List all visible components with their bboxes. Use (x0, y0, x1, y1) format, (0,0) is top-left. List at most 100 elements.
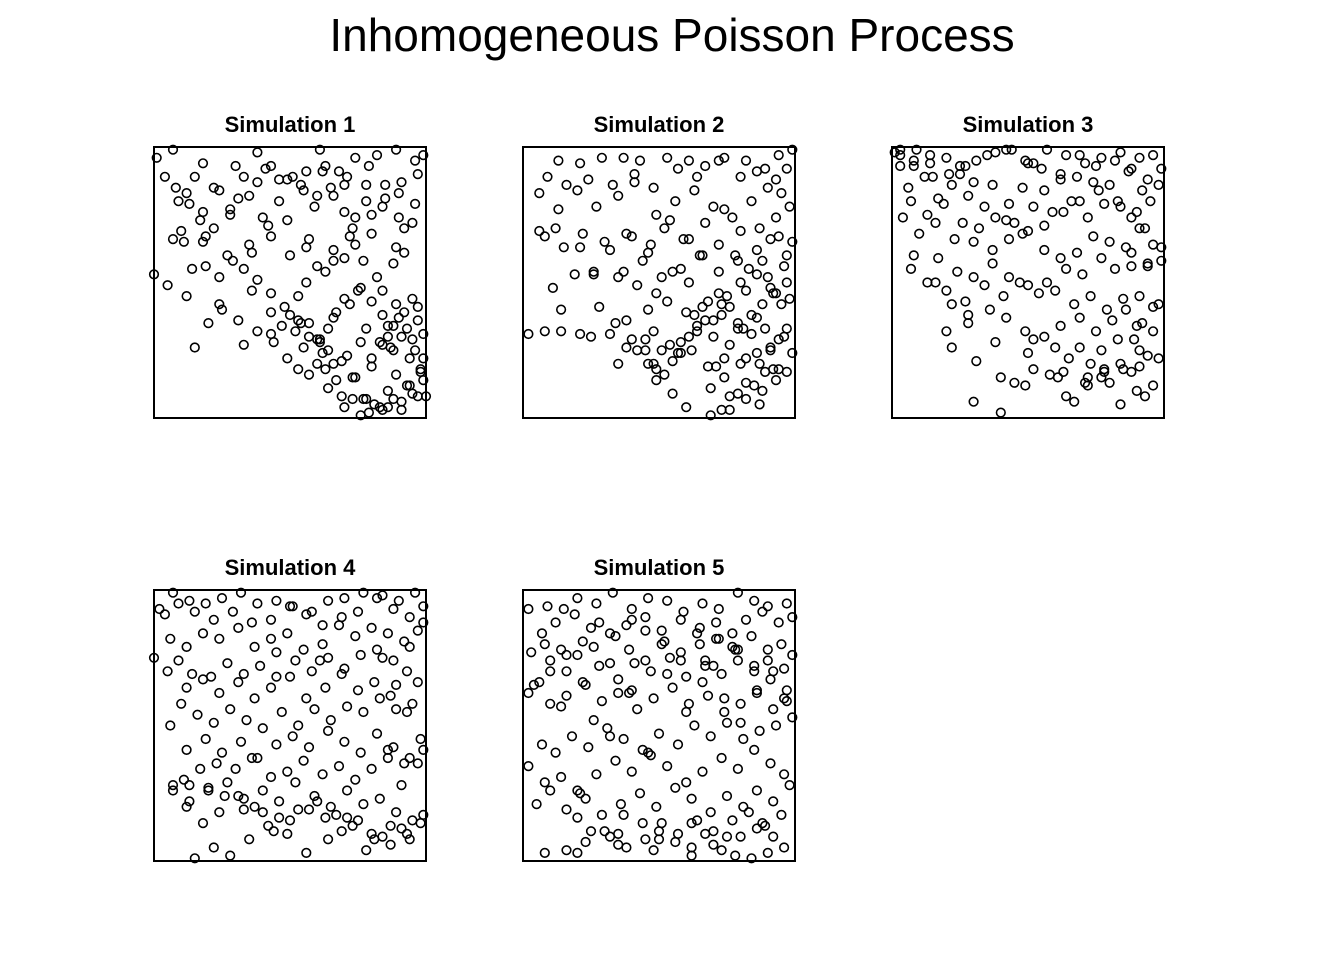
point (749, 744, 760, 756)
panel-frame (153, 589, 427, 862)
point (558, 603, 569, 615)
point (895, 150, 906, 161)
point (604, 731, 616, 742)
point (189, 606, 200, 617)
point (691, 628, 703, 639)
point (187, 263, 198, 275)
point (773, 334, 784, 345)
point (154, 603, 165, 615)
point (683, 698, 695, 709)
point (344, 299, 355, 310)
point (1077, 269, 1088, 280)
point (716, 668, 727, 680)
point (197, 674, 209, 685)
point (187, 668, 198, 680)
point (257, 807, 268, 818)
point (208, 717, 219, 728)
point (664, 652, 676, 663)
point (751, 347, 763, 359)
point (404, 353, 415, 364)
point (664, 339, 676, 350)
point (265, 771, 277, 783)
point (282, 215, 293, 226)
point (328, 244, 339, 256)
point (1047, 206, 1058, 218)
point (1090, 160, 1102, 172)
point (249, 801, 260, 812)
point (320, 812, 331, 823)
point (151, 152, 162, 163)
point (675, 614, 686, 625)
point (664, 215, 676, 226)
point (238, 263, 249, 275)
point (968, 272, 979, 283)
point (314, 334, 326, 345)
point (271, 647, 282, 658)
point (691, 320, 703, 332)
point (653, 728, 665, 739)
point (642, 358, 654, 369)
point (282, 353, 293, 364)
point (342, 785, 353, 796)
point (203, 318, 214, 329)
point (388, 603, 399, 615)
point (377, 831, 388, 842)
point (596, 695, 608, 707)
point (176, 698, 187, 709)
point (547, 282, 559, 294)
point (751, 823, 763, 834)
point (257, 723, 268, 734)
point (284, 250, 296, 261)
point (1085, 291, 1096, 302)
point (230, 160, 241, 172)
point (407, 293, 418, 304)
point (651, 209, 662, 220)
point (197, 628, 209, 639)
point (697, 598, 708, 609)
point (778, 331, 790, 342)
point (1137, 318, 1148, 329)
point (642, 304, 654, 315)
point (768, 831, 779, 842)
point (306, 606, 317, 617)
point (751, 685, 763, 696)
point (1142, 350, 1153, 361)
point (632, 280, 643, 291)
point (626, 766, 637, 777)
point (320, 266, 331, 277)
point (911, 144, 922, 155)
point (648, 358, 659, 369)
point (339, 253, 350, 264)
point (727, 641, 738, 653)
point (325, 714, 336, 726)
point (1003, 198, 1015, 209)
point (167, 779, 179, 791)
point (336, 356, 347, 367)
point (743, 807, 754, 818)
point (735, 358, 746, 369)
point (645, 666, 656, 677)
point (768, 796, 779, 807)
point (550, 223, 561, 234)
point (648, 845, 659, 856)
point (922, 209, 933, 220)
point (716, 309, 727, 321)
point (1071, 171, 1083, 182)
point (178, 774, 189, 785)
point (648, 326, 659, 337)
point (371, 728, 383, 739)
point (265, 614, 277, 625)
point (1096, 253, 1107, 264)
point (765, 282, 776, 294)
point (200, 733, 211, 745)
point (208, 182, 219, 193)
point (148, 652, 160, 663)
point (545, 785, 556, 796)
point (271, 739, 282, 750)
point (1128, 334, 1140, 345)
point (1055, 253, 1066, 264)
point (173, 655, 184, 666)
point (415, 817, 426, 829)
point (323, 383, 334, 394)
point (604, 328, 616, 340)
